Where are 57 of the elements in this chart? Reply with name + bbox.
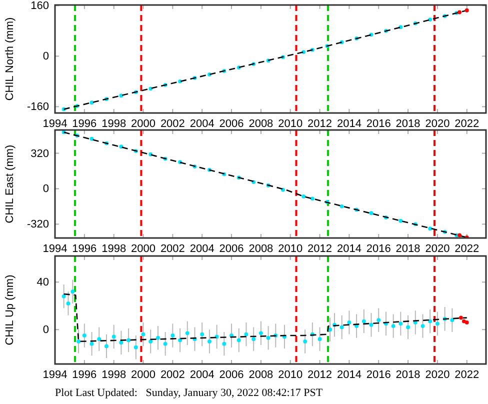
x-tick-label: 1996 <box>72 368 97 381</box>
x-tick-label: 2010 <box>278 118 303 130</box>
x-tick-label: 2014 <box>336 118 362 130</box>
x-tick-label: 2012 <box>308 118 332 130</box>
x-tick-label: 2018 <box>396 368 420 381</box>
x-tick-label: 1998 <box>102 242 126 255</box>
x-tick-label: 1994 <box>42 118 68 130</box>
x-tick-label: 2016 <box>366 242 391 255</box>
x-tick-label: 2020 <box>425 118 450 130</box>
text: Plot Last Updated: Sunday, January 30, 2022 08:42:17 PST <box>55 387 323 399</box>
x-tick-label: 2002 <box>160 242 185 255</box>
x-tick-label: 2020 <box>425 242 450 255</box>
x-tick-label: 2004 <box>190 242 214 255</box>
y-tick-label: 0 <box>42 324 49 336</box>
x-tick-label: 2000 <box>131 118 156 130</box>
x-tick-label: 1994 <box>42 368 68 381</box>
x-tick-label: 1996 <box>72 118 97 130</box>
y-tick-label: -320 <box>26 218 49 231</box>
x-tick-label: 1994 <box>42 242 68 255</box>
x-tick-label: 2002 <box>160 118 185 130</box>
x-tick-label: 2016 <box>366 368 391 381</box>
y-tick-label: -160 <box>26 101 49 114</box>
x-tick-label: 2016 <box>366 118 391 130</box>
x-tick-label: 2000 <box>131 368 156 381</box>
x-tick-label: 2012 <box>308 368 332 381</box>
y-axis-title: CHIL North (mm) <box>4 17 16 101</box>
y-axis-title: CHIL East (mm) <box>4 144 16 224</box>
x-tick-label: 2012 <box>308 242 332 255</box>
x-tick-label: 2008 <box>248 368 274 381</box>
x-tick-label: 2022 <box>454 118 480 130</box>
x-tick-label: 2018 <box>396 242 420 255</box>
x-tick-label: 2018 <box>396 118 420 130</box>
x-tick-label: 2004 <box>190 368 214 381</box>
x-tick-label: 2014 <box>336 368 362 381</box>
y-axis-title: CHIL Up (mm) <box>4 274 16 346</box>
x-tick-label: 2014 <box>336 242 362 255</box>
x-tick-label: 2008 <box>248 242 274 255</box>
y-tick-label: 0 <box>42 183 49 196</box>
x-tick-label: 1998 <box>102 118 126 130</box>
x-tick-label: 1998 <box>102 368 126 381</box>
x-tick-label: 2004 <box>190 118 214 130</box>
x-tick-label: 2022 <box>454 368 480 381</box>
x-tick-label: 2000 <box>131 242 156 255</box>
x-tick-label: 2006 <box>219 118 244 130</box>
x-tick-label: 1996 <box>72 242 97 255</box>
x-tick-label: 2008 <box>248 118 274 130</box>
y-tick-label: 40 <box>36 276 49 289</box>
x-tick-label: 2002 <box>160 368 185 381</box>
x-tick-label: 2010 <box>278 242 303 255</box>
y-tick-label: 320 <box>30 148 49 160</box>
x-tick-label: 2020 <box>425 368 450 381</box>
x-tick-label: 2006 <box>219 242 244 255</box>
x-tick-label: 2010 <box>278 368 303 381</box>
x-tick-label: 2006 <box>219 368 244 381</box>
y-tick-label: 160 <box>30 0 49 12</box>
x-tick-label: 2022 <box>454 242 480 255</box>
y-tick-label: 0 <box>42 50 49 63</box>
